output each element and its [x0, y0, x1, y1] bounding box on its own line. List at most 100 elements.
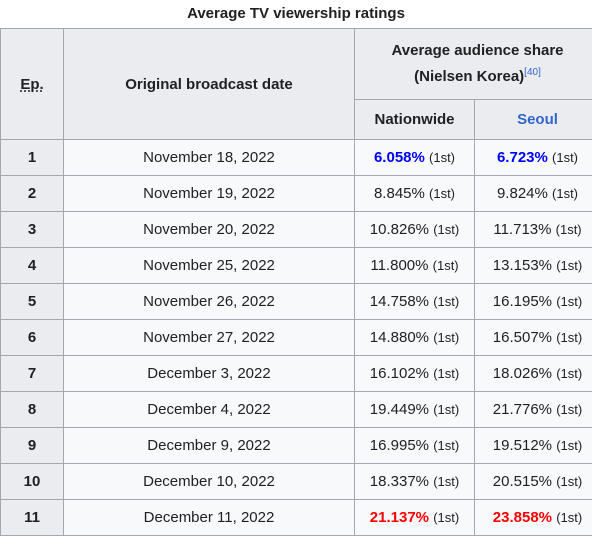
- seoul-value: 23.858%: [493, 509, 552, 526]
- nationwide-value: 11.800%: [370, 257, 428, 274]
- ep-header-label[interactable]: Ep.: [20, 76, 43, 93]
- nationwide-value: 14.758%: [370, 293, 429, 310]
- seoul-cell: 18.026% (1st): [475, 356, 592, 392]
- broadcast-date: November 27, 2022: [143, 329, 275, 346]
- episode-number: 11: [24, 509, 40, 526]
- broadcast-date: December 11, 2022: [144, 509, 275, 526]
- seoul-rank: (1st): [556, 474, 582, 489]
- nationwide-cell: 11.800% (1st): [355, 248, 475, 284]
- nationwide-rank: (1st): [433, 258, 459, 273]
- nationwide-cell: 18.337% (1st): [355, 464, 475, 500]
- nationwide-cell: 14.758% (1st): [355, 284, 475, 320]
- nationwide-cell: 6.058% (1st): [355, 140, 475, 176]
- broadcast-date: November 25, 2022: [143, 257, 275, 274]
- date-header: Original broadcast date: [64, 29, 355, 140]
- episode-cell: 8: [1, 392, 64, 428]
- seoul-value: 20.515%: [493, 473, 552, 490]
- episode-number: 1: [28, 149, 36, 166]
- seoul-cell: 21.776% (1st): [475, 392, 592, 428]
- episode-cell: 9: [1, 428, 64, 464]
- episode-cell: 4: [1, 248, 64, 284]
- reference-link[interactable]: [40]: [524, 67, 541, 78]
- seoul-header[interactable]: Seoul: [475, 100, 592, 140]
- episode-number: 7: [28, 365, 36, 382]
- seoul-cell: 6.723% (1st): [475, 140, 592, 176]
- seoul-link[interactable]: Seoul: [517, 111, 558, 128]
- episode-cell: 6: [1, 320, 64, 356]
- share-header-line2: (Nielsen Korea)[40]: [355, 62, 592, 88]
- seoul-rank: (1st): [552, 150, 578, 165]
- date-cell: November 27, 2022: [64, 320, 355, 356]
- broadcast-date: December 4, 2022: [147, 401, 270, 418]
- seoul-value: 18.026%: [493, 365, 552, 382]
- nationwide-value: 10.826%: [370, 221, 429, 238]
- nationwide-cell: 10.826% (1st): [355, 212, 475, 248]
- nationwide-rank: (1st): [433, 510, 459, 525]
- seoul-cell: 23.858% (1st): [475, 500, 592, 536]
- episode-cell: 11: [1, 500, 64, 536]
- broadcast-date: December 3, 2022: [147, 365, 270, 382]
- nationwide-cell: 14.880% (1st): [355, 320, 475, 356]
- table-caption: Average TV viewership ratings: [0, 0, 592, 28]
- seoul-rank: (1st): [556, 366, 582, 381]
- broadcast-date: December 10, 2022: [143, 473, 275, 490]
- nielsen-label: (Nielsen Korea): [414, 68, 524, 85]
- date-cell: December 3, 2022: [64, 356, 355, 392]
- seoul-cell: 16.195% (1st): [475, 284, 592, 320]
- seoul-rank: (1st): [556, 222, 582, 237]
- nationwide-rank: (1st): [433, 294, 459, 309]
- seoul-rank: (1st): [556, 438, 582, 453]
- episode-cell: 3: [1, 212, 64, 248]
- episode-cell: 7: [1, 356, 64, 392]
- seoul-cell: 19.512% (1st): [475, 428, 592, 464]
- episode-cell: 2: [1, 176, 64, 212]
- date-cell: December 4, 2022: [64, 392, 355, 428]
- episode-cell: 5: [1, 284, 64, 320]
- nationwide-cell: 21.137% (1st): [355, 500, 475, 536]
- date-cell: November 26, 2022: [64, 284, 355, 320]
- nationwide-value: 8.845%: [374, 185, 425, 202]
- date-cell: December 9, 2022: [64, 428, 355, 464]
- date-cell: December 11, 2022: [64, 500, 355, 536]
- seoul-value: 16.195%: [493, 293, 552, 310]
- episode-cell: 10: [1, 464, 64, 500]
- broadcast-date: November 20, 2022: [143, 221, 275, 238]
- broadcast-date: December 9, 2022: [147, 437, 270, 454]
- seoul-rank: (1st): [556, 330, 582, 345]
- nationwide-value: 21.137%: [370, 509, 429, 526]
- date-cell: November 18, 2022: [64, 140, 355, 176]
- episode-number: 8: [28, 401, 36, 418]
- nationwide-rank: (1st): [429, 186, 455, 201]
- broadcast-date: November 26, 2022: [143, 293, 275, 310]
- seoul-value: 9.824%: [497, 185, 548, 202]
- nationwide-rank: (1st): [433, 222, 459, 237]
- nationwide-value: 18.337%: [370, 473, 429, 490]
- seoul-value: 19.512%: [493, 437, 552, 454]
- seoul-rank: (1st): [552, 186, 578, 201]
- episode-number: 5: [28, 293, 36, 310]
- date-cell: November 25, 2022: [64, 248, 355, 284]
- seoul-cell: 16.507% (1st): [475, 320, 592, 356]
- nationwide-rank: (1st): [433, 474, 459, 489]
- episode-number: 10: [24, 473, 41, 490]
- seoul-rank: (1st): [556, 510, 582, 525]
- ep-header[interactable]: Ep.: [1, 29, 64, 140]
- episode-number: 6: [28, 329, 36, 346]
- seoul-value: 11.713%: [493, 221, 551, 238]
- nationwide-value: 14.880%: [370, 329, 429, 346]
- broadcast-date: November 18, 2022: [143, 149, 275, 166]
- episode-number: 9: [28, 437, 36, 454]
- seoul-cell: 13.153% (1st): [475, 248, 592, 284]
- nationwide-value: 19.449%: [370, 401, 429, 418]
- episode-cell: 1: [1, 140, 64, 176]
- nationwide-cell: 16.995% (1st): [355, 428, 475, 464]
- table-row: 6 November 27, 2022 14.880% (1st)16.507% (…: [1, 320, 592, 356]
- seoul-cell: 11.713% (1st): [475, 212, 592, 248]
- nationwide-header: Nationwide: [355, 100, 475, 140]
